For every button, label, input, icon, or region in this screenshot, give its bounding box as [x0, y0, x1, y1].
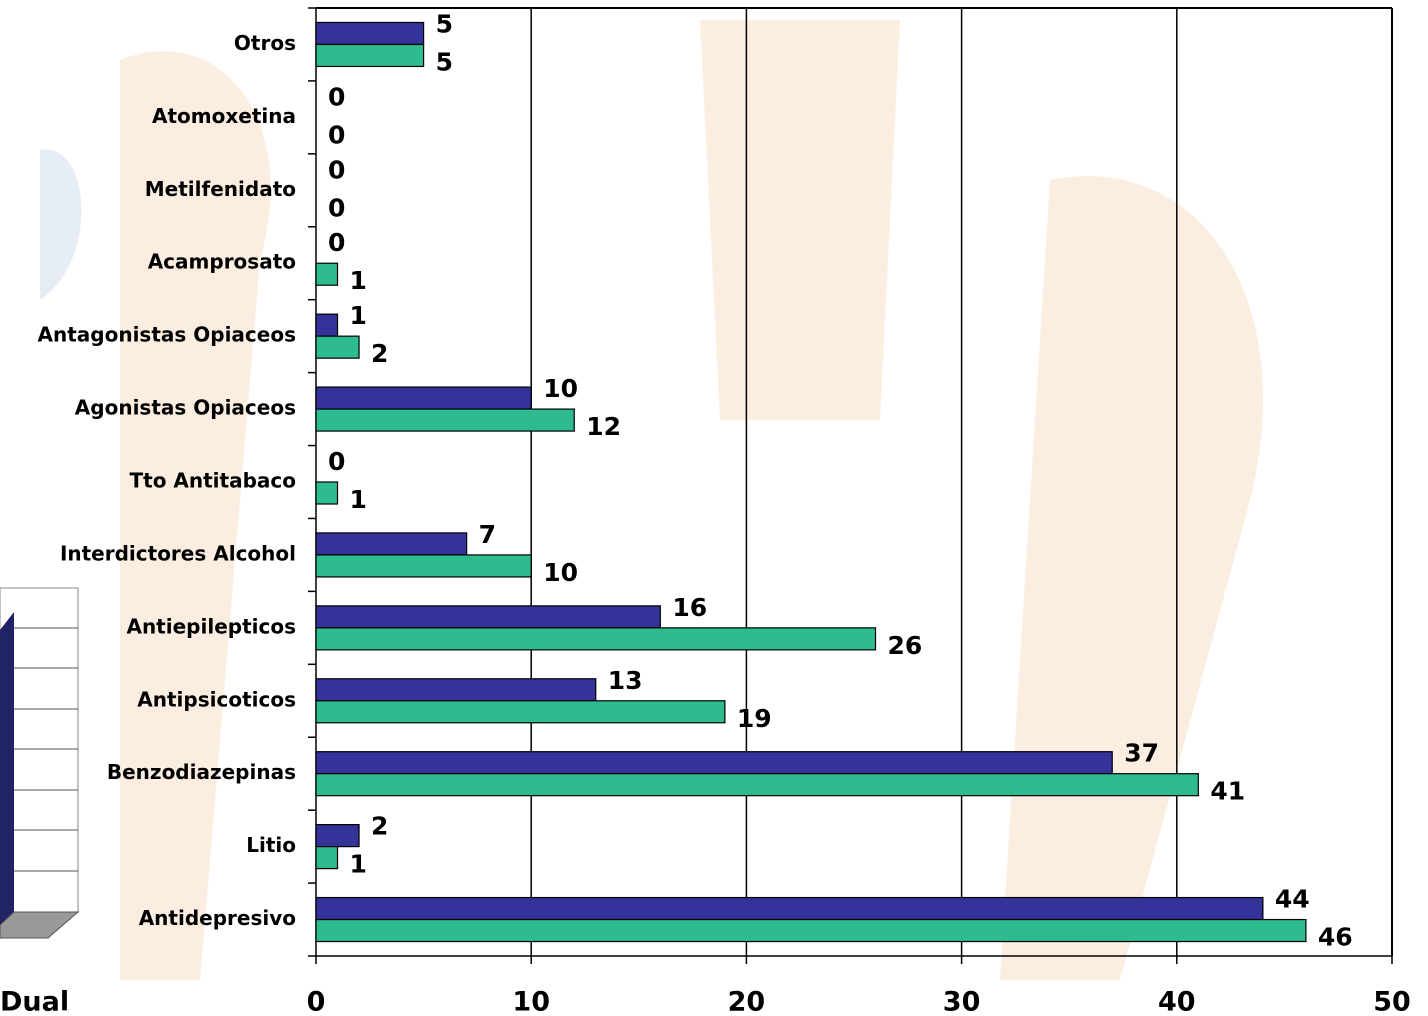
- value-label: 41: [1210, 777, 1245, 806]
- left-fragment: Dual: [0, 587, 80, 1016]
- value-label: 16: [672, 593, 707, 622]
- watermark: [40, 20, 1264, 981]
- y-tick-label: Metilfenidato: [145, 177, 296, 201]
- bar: [315, 751, 1113, 775]
- value-label: 12: [586, 412, 621, 441]
- fragment-floor: [0, 911, 80, 939]
- bar: [315, 846, 339, 870]
- fragment-label: Dual: [0, 987, 69, 1016]
- x-tick-label: 10: [512, 987, 550, 1016]
- y-tick-label: Atomoxetina: [152, 104, 296, 128]
- value-label: 0: [328, 447, 345, 476]
- value-label: 0: [328, 82, 345, 111]
- bar: [315, 335, 360, 359]
- bar: [315, 605, 661, 629]
- value-label: 2: [371, 339, 388, 368]
- value-label: 0: [328, 120, 345, 149]
- value-label: 5: [436, 47, 453, 76]
- value-label: 46: [1318, 923, 1353, 952]
- value-label: 7: [479, 520, 496, 549]
- fragment-bar: [0, 612, 14, 925]
- x-tick-label: 30: [943, 987, 981, 1016]
- y-tick-label: Antidepresivo: [139, 906, 296, 930]
- bar: [315, 481, 339, 505]
- x-tick-label: 40: [1158, 987, 1196, 1016]
- x-tick-label: 0: [307, 987, 326, 1016]
- y-tick-label: Benzodiazepinas: [107, 760, 296, 784]
- bar: [315, 824, 360, 848]
- bar: [315, 700, 726, 724]
- value-label: 37: [1124, 739, 1159, 768]
- value-label: 0: [328, 228, 345, 257]
- value-label: 10: [543, 558, 578, 587]
- bar: [315, 896, 1264, 921]
- value-label: 1: [350, 850, 367, 879]
- bar: [315, 386, 532, 410]
- value-label: 5: [436, 9, 453, 38]
- bar: [315, 313, 339, 337]
- y-tick-label: Litio: [246, 833, 296, 857]
- value-label: 0: [328, 155, 345, 184]
- value-label: 1: [350, 266, 367, 295]
- x-tick-label: 20: [728, 987, 766, 1016]
- value-label: 19: [737, 704, 772, 733]
- bar: [315, 554, 532, 578]
- value-label: 2: [371, 812, 388, 841]
- value-label: 1: [350, 485, 367, 514]
- bar: [315, 627, 877, 651]
- y-tick-label: Acamprosato: [148, 250, 296, 274]
- y-tick-label: Interdictores Alcohol: [60, 541, 296, 565]
- bar: [315, 262, 339, 286]
- value-label: 26: [888, 631, 923, 660]
- y-tick-label: Antipsicoticos: [137, 687, 296, 711]
- value-label: 13: [608, 666, 643, 695]
- bar: [315, 43, 425, 68]
- value-label: 10: [543, 374, 578, 403]
- y-tick-label: Antagonistas Opiaceos: [38, 323, 297, 347]
- bar: [315, 408, 575, 432]
- y-tick-label: Otros: [234, 31, 296, 55]
- y-tick-label: Tto Antitabaco: [129, 469, 296, 493]
- value-label: 44: [1275, 885, 1310, 914]
- fragment-grid: [10, 627, 78, 872]
- x-tick-label: 50: [1373, 987, 1411, 1016]
- bar: [315, 532, 468, 556]
- y-tick-label: Antiepilepticos: [126, 614, 296, 638]
- bar: [315, 773, 1199, 797]
- y-tick-label: Agonistas Opiaceos: [75, 396, 296, 420]
- value-label: 1: [350, 301, 367, 330]
- value-label: 0: [328, 193, 345, 222]
- bar: [315, 678, 597, 702]
- bar: [315, 918, 1307, 943]
- bar: [315, 21, 425, 46]
